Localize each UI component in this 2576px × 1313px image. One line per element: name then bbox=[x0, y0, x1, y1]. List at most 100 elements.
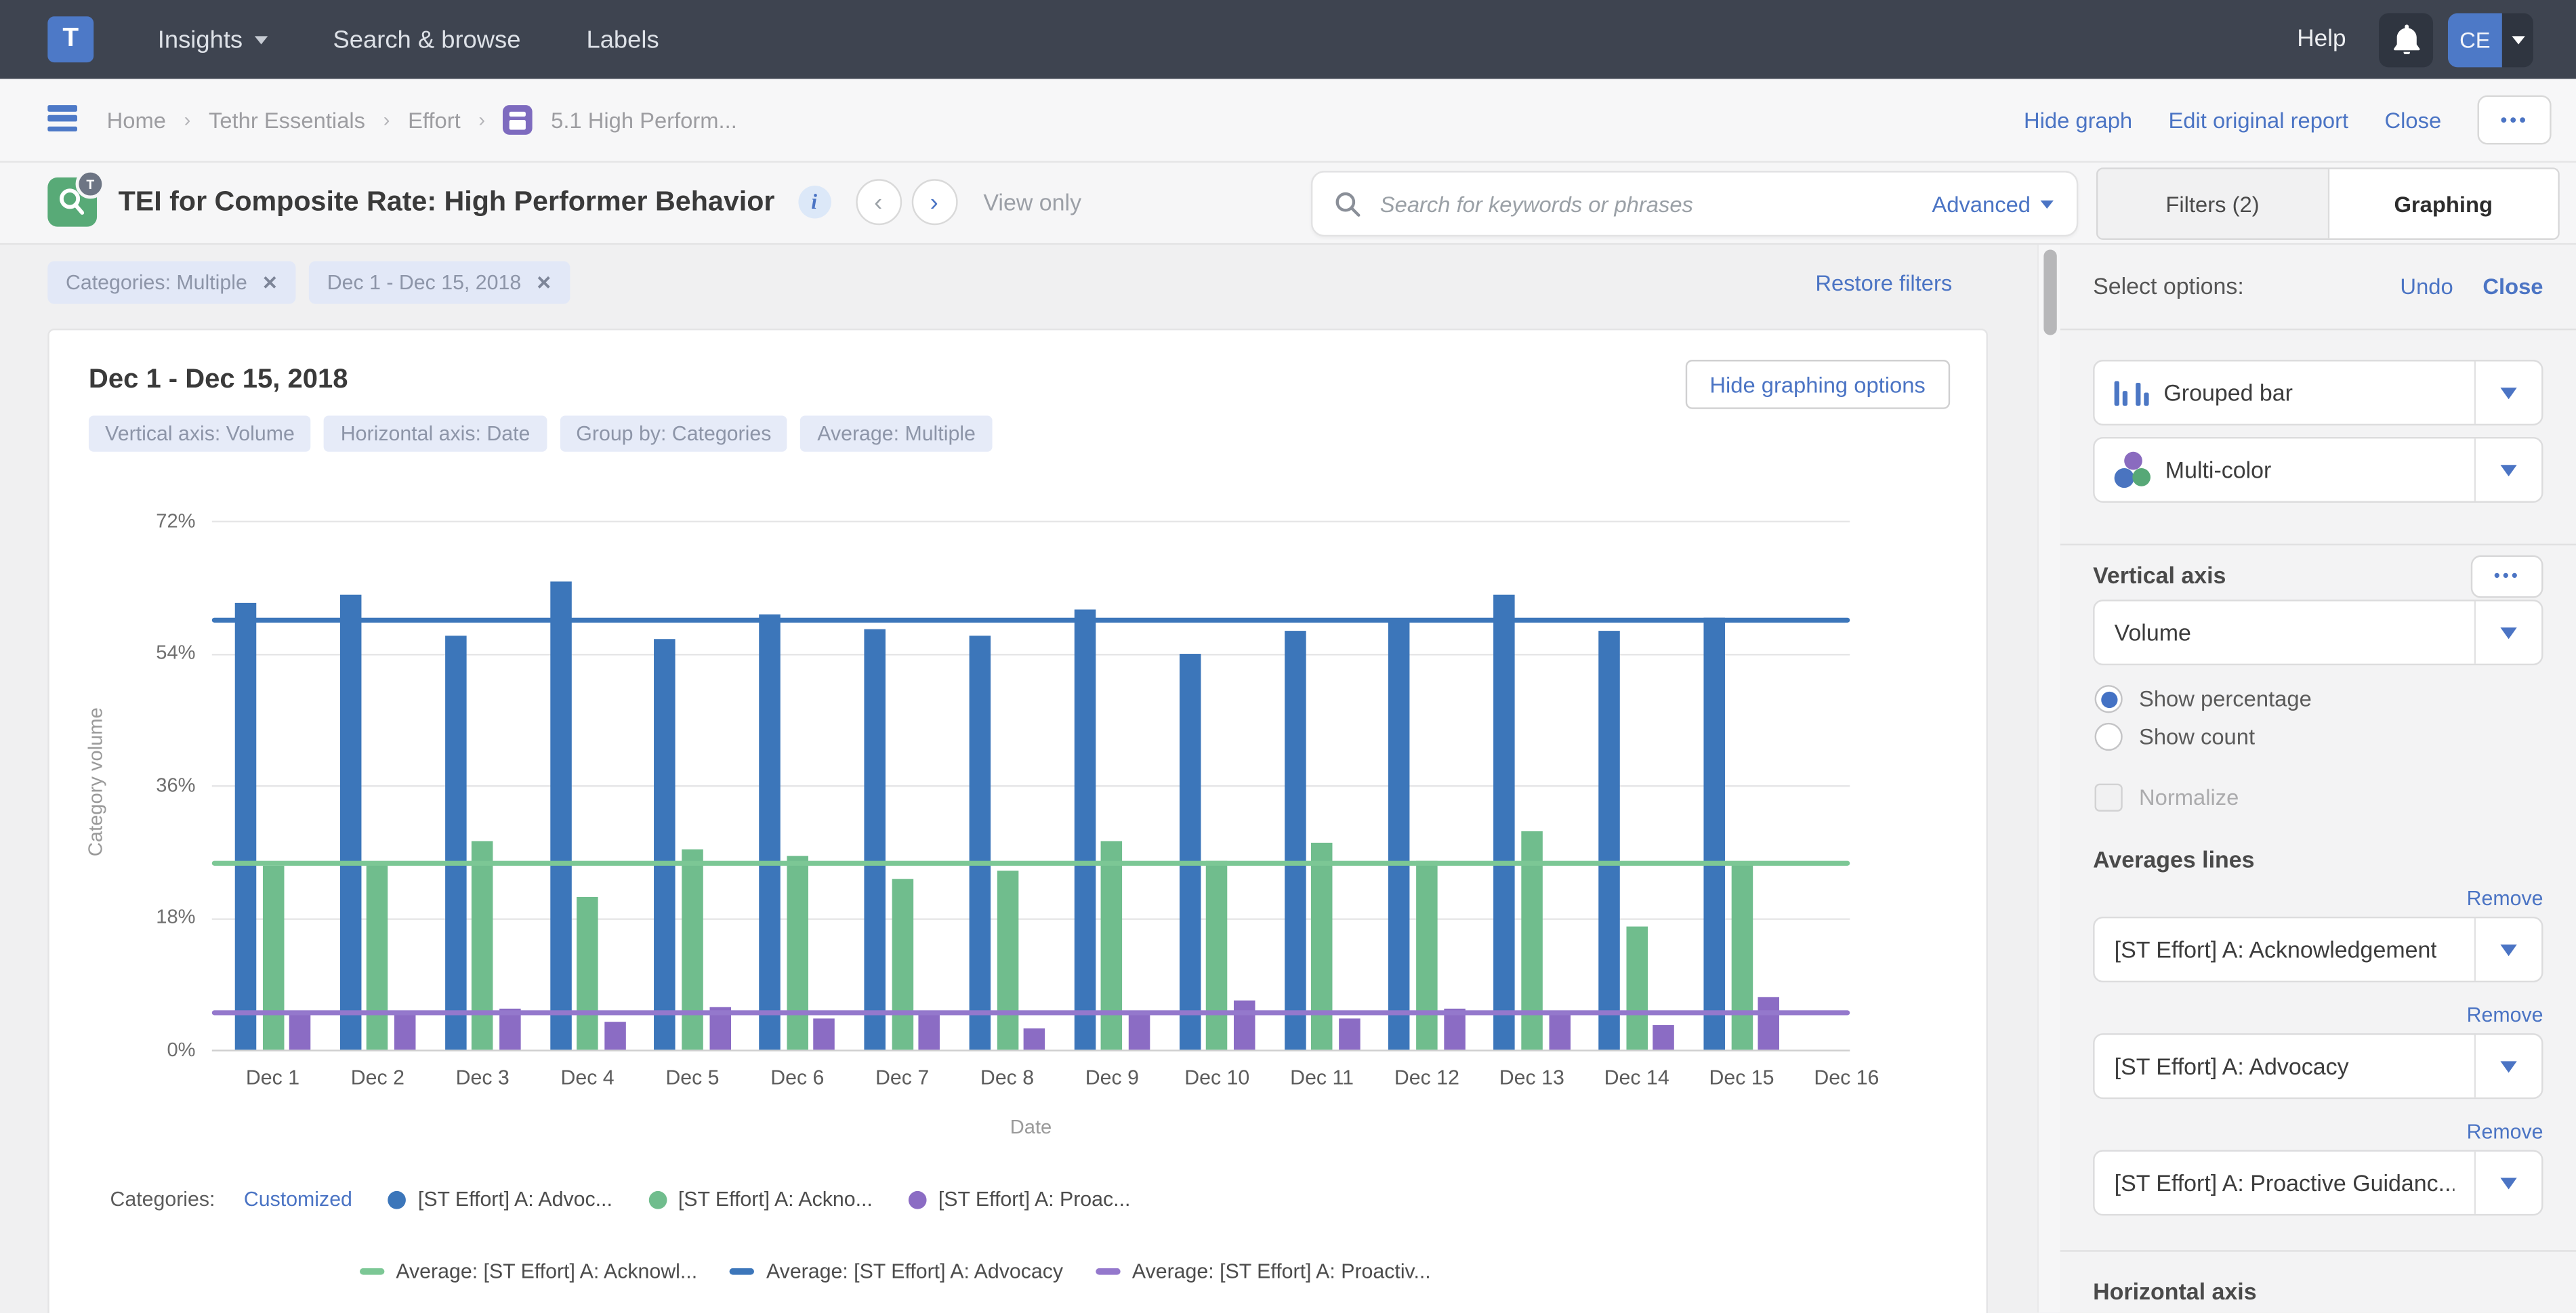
breadcrumb-effort[interactable]: Effort bbox=[408, 107, 461, 133]
bar[interactable] bbox=[262, 866, 284, 1050]
bar[interactable] bbox=[444, 635, 466, 1050]
bar[interactable] bbox=[394, 1012, 416, 1050]
nav-labels[interactable]: Labels bbox=[586, 26, 659, 54]
bar[interactable] bbox=[1388, 622, 1411, 1050]
tethr-badge-icon: T bbox=[75, 169, 106, 199]
filter-chip-categories[interactable]: Categories: Multiple ✕ bbox=[47, 261, 296, 304]
undo-link[interactable]: Undo bbox=[2400, 273, 2453, 299]
previous-button[interactable]: ‹ bbox=[855, 179, 902, 226]
average-field-advocacy[interactable]: [ST Effort] A: Advocacy bbox=[2093, 1033, 2543, 1100]
average-field-value: [ST Effort] A: Proactive Guidanc... bbox=[2114, 1169, 2455, 1196]
tab-graphing[interactable]: Graphing bbox=[2329, 169, 2558, 238]
bar[interactable] bbox=[234, 602, 256, 1050]
bar[interactable] bbox=[654, 638, 676, 1050]
bar[interactable] bbox=[864, 629, 886, 1050]
vertical-axis-dropdown[interactable]: Volume bbox=[2093, 600, 2543, 666]
bar[interactable] bbox=[339, 594, 361, 1050]
advanced-search-toggle[interactable]: Advanced bbox=[1932, 191, 2054, 216]
tag-group-by: Group by: Categories bbox=[560, 415, 788, 452]
bar[interactable] bbox=[814, 1018, 835, 1050]
search-input[interactable] bbox=[1376, 190, 1932, 218]
account-menu[interactable]: CE bbox=[2447, 12, 2533, 67]
bar[interactable] bbox=[1128, 1015, 1150, 1050]
menu-icon[interactable] bbox=[47, 105, 77, 132]
bar[interactable] bbox=[1703, 617, 1726, 1050]
bar[interactable] bbox=[499, 1008, 521, 1050]
bar[interactable] bbox=[577, 897, 598, 1050]
bar[interactable] bbox=[787, 855, 808, 1050]
bar[interactable] bbox=[1023, 1027, 1045, 1050]
bar[interactable] bbox=[1416, 860, 1438, 1050]
bar[interactable] bbox=[682, 850, 703, 1050]
legend-label: [ST Effort] A: Advoc... bbox=[417, 1188, 612, 1211]
bar[interactable] bbox=[1758, 997, 1780, 1050]
bar[interactable] bbox=[367, 862, 389, 1050]
hide-graph-link[interactable]: Hide graph bbox=[2023, 107, 2133, 133]
bar[interactable] bbox=[1101, 841, 1123, 1050]
remove-average-link[interactable]: Remove bbox=[2466, 1120, 2543, 1144]
info-icon[interactable]: i bbox=[797, 185, 831, 219]
nav-search-browse[interactable]: Search & browse bbox=[333, 26, 521, 54]
bar[interactable] bbox=[1598, 631, 1621, 1050]
legend-dash bbox=[360, 1268, 385, 1274]
nav-insights[interactable]: Insights bbox=[158, 26, 268, 54]
checkbox-label: Normalize bbox=[2139, 785, 2239, 810]
bar[interactable] bbox=[472, 841, 493, 1050]
scrollbar-thumb[interactable] bbox=[2043, 249, 2056, 335]
help-link[interactable]: Help bbox=[2297, 26, 2346, 53]
report-card-icon bbox=[503, 105, 533, 135]
notifications-button[interactable] bbox=[2379, 12, 2434, 67]
normalize-checkbox[interactable]: Normalize bbox=[2094, 783, 2239, 812]
bar[interactable] bbox=[1548, 1014, 1570, 1050]
hide-graphing-options-button[interactable]: Hide graphing options bbox=[1684, 360, 1951, 409]
bar[interactable] bbox=[1074, 608, 1096, 1050]
more-options-button[interactable]: ••• bbox=[2477, 95, 2552, 145]
bar[interactable] bbox=[969, 635, 991, 1050]
average-field-acknowledgement[interactable]: [ST Effort] A: Acknowledgement bbox=[2093, 917, 2543, 982]
tab-filters[interactable]: Filters (2) bbox=[2098, 169, 2329, 238]
breadcrumb: Home › Tethr Essentials › Effort › 5.1 H… bbox=[107, 79, 737, 161]
bar[interactable] bbox=[1179, 652, 1201, 1050]
bar[interactable] bbox=[1493, 594, 1516, 1050]
customized-link[interactable]: Customized bbox=[243, 1188, 352, 1211]
y-axis-tick-label: 0% bbox=[167, 1037, 196, 1061]
bar[interactable] bbox=[1625, 927, 1648, 1050]
breadcrumb-current-report[interactable]: 5.1 High Perform... bbox=[551, 107, 737, 133]
chart-type-dropdown[interactable]: Grouped bar bbox=[2093, 360, 2543, 426]
show-percentage-radio[interactable]: Show percentage bbox=[2094, 685, 2312, 713]
average-field-proactive[interactable]: [ST Effort] A: Proactive Guidanc... bbox=[2093, 1150, 2543, 1216]
bar[interactable] bbox=[919, 1014, 940, 1050]
bar[interactable] bbox=[1653, 1024, 1675, 1050]
vertical-scrollbar[interactable] bbox=[2037, 243, 2060, 1313]
radio-selected-icon bbox=[2094, 685, 2123, 713]
breadcrumb-tethr-essentials[interactable]: Tethr Essentials bbox=[208, 107, 366, 133]
vertical-axis-more-button[interactable]: ••• bbox=[2470, 555, 2543, 598]
bar[interactable] bbox=[759, 614, 781, 1050]
restore-filters-link[interactable]: Restore filters bbox=[1815, 271, 1953, 296]
next-button[interactable]: › bbox=[911, 179, 957, 226]
filter-chip-daterange[interactable]: Dec 1 - Dec 15, 2018 ✕ bbox=[309, 261, 570, 304]
close-sidebar-link[interactable]: Close bbox=[2482, 273, 2543, 299]
tethr-logo[interactable]: T bbox=[47, 16, 94, 63]
remove-chip-icon[interactable]: ✕ bbox=[536, 274, 552, 295]
bar[interactable] bbox=[996, 870, 1018, 1050]
bar[interactable] bbox=[549, 581, 571, 1050]
bar[interactable] bbox=[1206, 860, 1228, 1050]
show-count-radio[interactable]: Show count bbox=[2094, 722, 2255, 751]
bar[interactable] bbox=[1338, 1018, 1360, 1050]
bar[interactable] bbox=[1730, 862, 1753, 1050]
bar[interactable] bbox=[604, 1022, 626, 1050]
edit-original-report-link[interactable]: Edit original report bbox=[2168, 107, 2349, 133]
bar[interactable] bbox=[1284, 631, 1306, 1050]
close-link[interactable]: Close bbox=[2384, 107, 2442, 133]
bar[interactable] bbox=[1311, 842, 1333, 1050]
bar[interactable] bbox=[1443, 1008, 1465, 1050]
bar[interactable] bbox=[1233, 999, 1255, 1050]
remove-average-link[interactable]: Remove bbox=[2466, 1003, 2543, 1027]
color-mode-dropdown[interactable]: Multi-color bbox=[2093, 436, 2543, 503]
bar[interactable] bbox=[891, 879, 913, 1050]
bar[interactable] bbox=[289, 1016, 311, 1050]
remove-average-link[interactable]: Remove bbox=[2466, 887, 2543, 911]
remove-chip-icon[interactable]: ✕ bbox=[262, 274, 278, 295]
breadcrumb-home[interactable]: Home bbox=[106, 107, 166, 133]
